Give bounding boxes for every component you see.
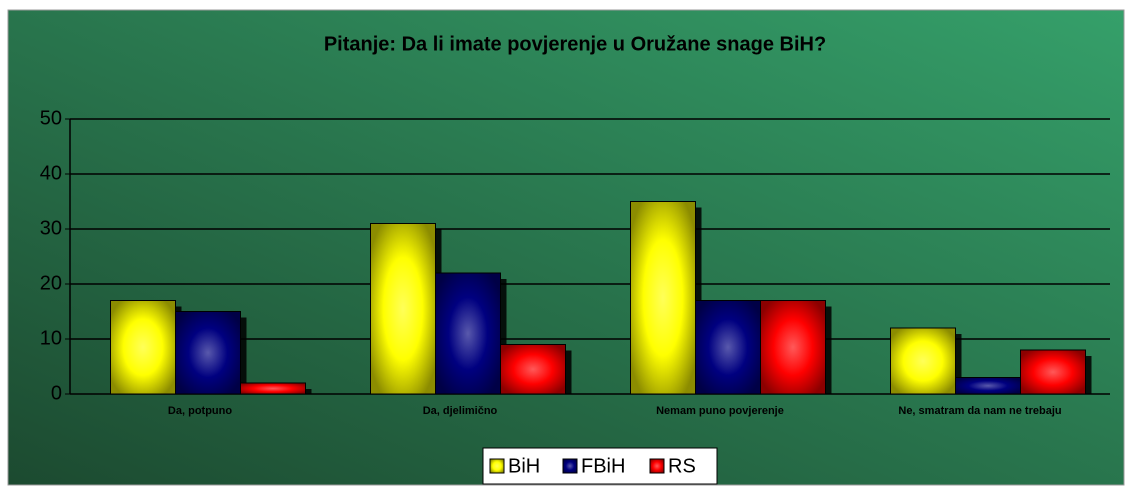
- bar: [760, 300, 826, 395]
- y-tick-label: 0: [51, 382, 62, 404]
- y-tick-label: 40: [40, 162, 62, 184]
- legend-swatch: [562, 458, 578, 474]
- bar: [955, 377, 1021, 395]
- legend-label: RS: [668, 455, 696, 477]
- bar: [500, 344, 566, 395]
- legend-label: FBiH: [581, 455, 625, 477]
- bar: [435, 272, 501, 395]
- legend-swatch: [489, 458, 505, 474]
- y-tick-label: 30: [40, 217, 62, 239]
- bar: [370, 223, 436, 395]
- chart-background: [7, 9, 1125, 486]
- bar: [890, 327, 956, 395]
- bar: [110, 300, 176, 395]
- bar: [175, 311, 241, 395]
- y-tick-label: 20: [40, 272, 62, 294]
- x-tick-label: Nemam puno povjerenje: [656, 405, 784, 417]
- x-tick-label: Ne, smatram da nam ne trebaju: [898, 405, 1061, 417]
- legend-swatch: [649, 458, 665, 474]
- legend-label: BiH: [508, 455, 540, 477]
- x-tick-label: Da, potpuno: [168, 405, 232, 417]
- x-tick-label: Da, djelimično: [423, 405, 498, 417]
- bar: [630, 201, 696, 395]
- y-tick-label: 10: [40, 327, 62, 349]
- legend-box: [482, 447, 718, 485]
- bar: [1020, 349, 1086, 395]
- chart-title: Pitanje: Da li imate povjerenje u Oružan…: [324, 33, 826, 55]
- bar: [240, 382, 306, 395]
- y-tick-label: 50: [40, 107, 62, 129]
- bar: [695, 300, 761, 395]
